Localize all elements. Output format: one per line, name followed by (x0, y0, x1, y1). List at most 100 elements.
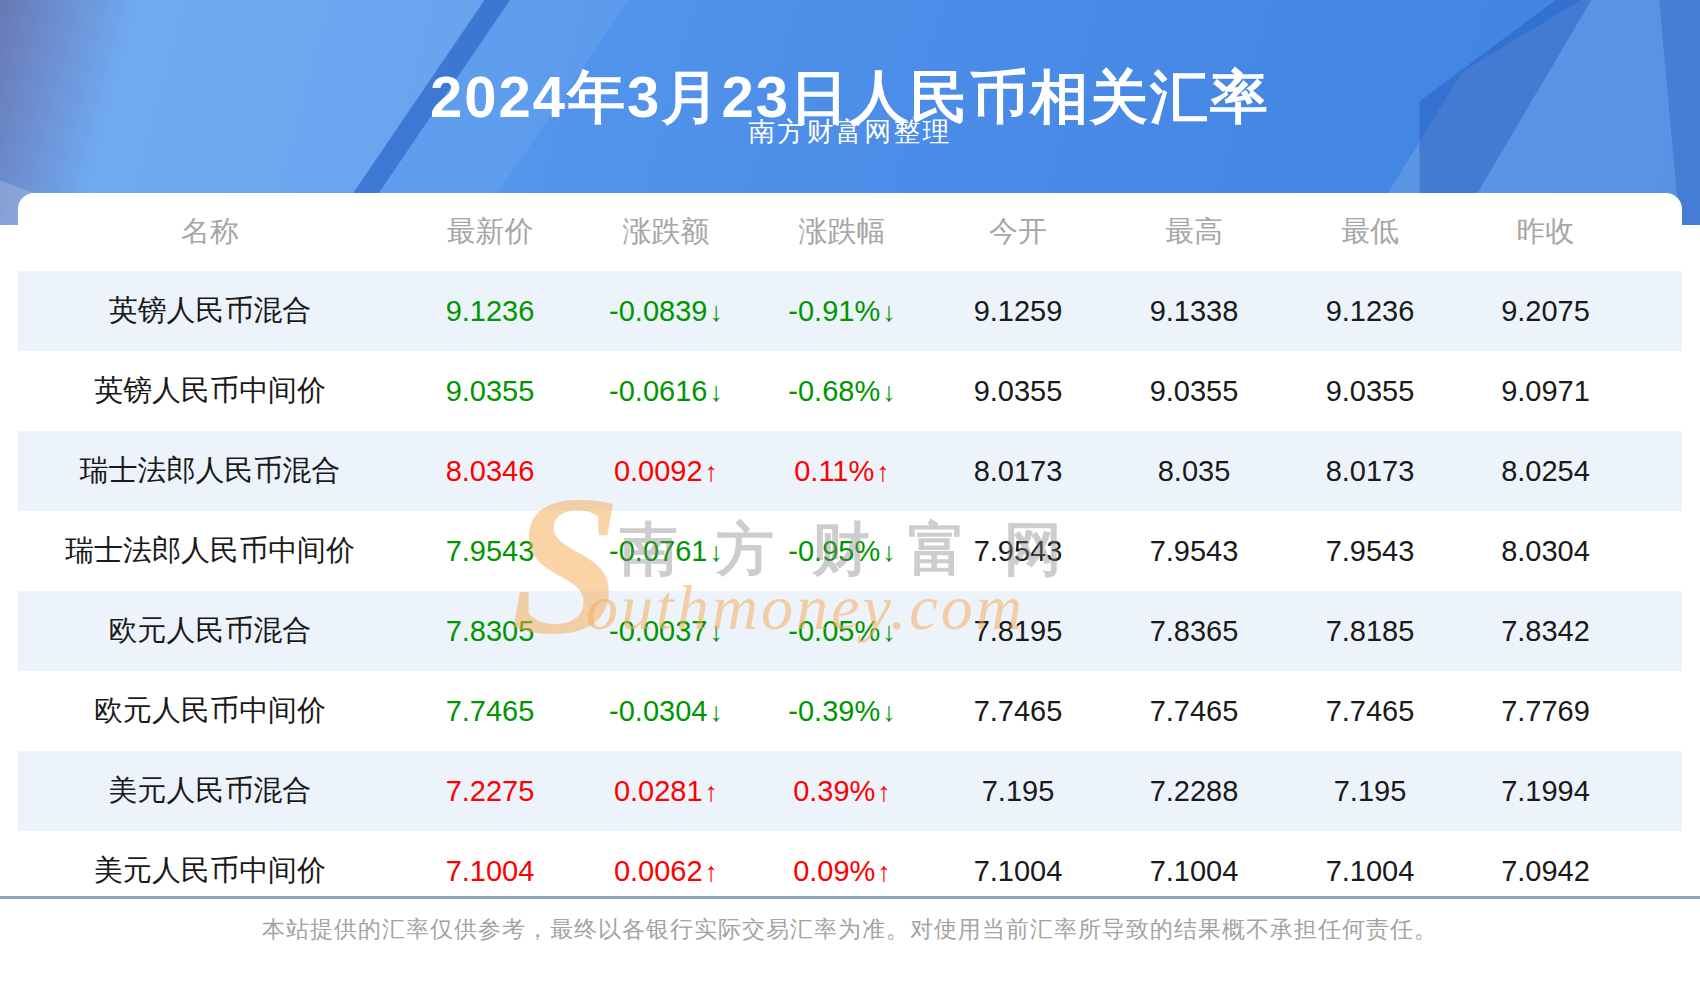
low-cell: 7.9543 (1282, 511, 1458, 591)
table-row: 英镑人民币混合9.1236-0.0839↓-0.91%↓9.12599.1338… (18, 271, 1682, 351)
table-row: 英镑人民币中间价9.0355-0.0616↓-0.68%↓9.03559.035… (18, 351, 1682, 431)
table-row: 美元人民币中间价7.10040.0062↑0.09%↑7.10047.10047… (18, 831, 1682, 893)
open-cell: 9.1259 (930, 271, 1106, 351)
open-cell: 7.195 (930, 751, 1106, 831)
open-cell: 7.9543 (930, 511, 1106, 591)
change-pct-cell: -0.68%↓ (754, 351, 930, 431)
name-cell: 美元人民币混合 (18, 751, 402, 831)
trend-arrow-icon: ↓ (709, 617, 723, 647)
prev-close-cell: 7.1994 (1458, 751, 1682, 831)
change-value: 0.0281 (614, 775, 703, 807)
change-cell: -0.0304↓ (578, 671, 754, 751)
name-cell: 欧元人民币中间价 (18, 671, 402, 751)
change-value: -0.0304 (609, 695, 707, 727)
change-cell: 0.0092↑ (578, 431, 754, 511)
low-cell: 7.7465 (1282, 671, 1458, 751)
change-value: -0.0616 (609, 375, 707, 407)
change-cell: -0.0037↓ (578, 591, 754, 671)
table-row: 欧元人民币混合7.8305-0.0037↓-0.05%↓7.81957.8365… (18, 591, 1682, 671)
footer-divider (0, 896, 1700, 899)
trend-arrow-icon: ↓ (709, 537, 723, 567)
trend-arrow-icon: ↑ (876, 457, 890, 487)
high-cell: 7.2288 (1106, 751, 1282, 831)
name-cell: 欧元人民币混合 (18, 591, 402, 671)
prev-close-cell: 7.8342 (1458, 591, 1682, 671)
prev-close-cell: 9.0971 (1458, 351, 1682, 431)
high-cell: 7.9543 (1106, 511, 1282, 591)
rates-table: 名称 最新价 涨跌额 涨跌幅 今开 最高 最低 昨收 英镑人民币混合9.1236… (18, 193, 1682, 893)
open-cell: 7.1004 (930, 831, 1106, 893)
latest-price-cell: 9.1236 (402, 271, 578, 351)
name-cell: 英镑人民币混合 (18, 271, 402, 351)
col-header-name: 名称 (18, 193, 402, 271)
change-pct-value: -0.91% (788, 295, 880, 327)
rates-tbody: 英镑人民币混合9.1236-0.0839↓-0.91%↓9.12599.1338… (18, 271, 1682, 893)
change-cell: 0.0062↑ (578, 831, 754, 893)
table-header-row: 名称 最新价 涨跌额 涨跌幅 今开 最高 最低 昨收 (18, 193, 1682, 271)
open-cell: 7.7465 (930, 671, 1106, 751)
change-pct-cell: -0.91%↓ (754, 271, 930, 351)
low-cell: 8.0173 (1282, 431, 1458, 511)
footer-disclaimer: 本站提供的汇率仅供参考，最终以各银行实际交易汇率为准。对使用当前汇率所导致的结果… (0, 914, 1700, 945)
high-cell: 8.035 (1106, 431, 1282, 511)
low-cell: 7.195 (1282, 751, 1458, 831)
low-cell: 9.0355 (1282, 351, 1458, 431)
change-value: -0.0037 (609, 615, 707, 647)
open-cell: 9.0355 (930, 351, 1106, 431)
change-pct-value: 0.11% (794, 455, 874, 487)
latest-price-cell: 8.0346 (402, 431, 578, 511)
high-cell: 9.1338 (1106, 271, 1282, 351)
open-cell: 8.0173 (930, 431, 1106, 511)
trend-arrow-icon: ↓ (882, 617, 896, 647)
trend-arrow-icon: ↑ (705, 857, 719, 887)
change-pct-value: -0.39% (788, 695, 880, 727)
table-row: 欧元人民币中间价7.7465-0.0304↓-0.39%↓7.74657.746… (18, 671, 1682, 751)
prev-close-cell: 9.2075 (1458, 271, 1682, 351)
table-row: 瑞士法郎人民币中间价7.9543-0.0761↓-0.95%↓7.95437.9… (18, 511, 1682, 591)
rates-table-card: 名称 最新价 涨跌额 涨跌幅 今开 最高 最低 昨收 英镑人民币混合9.1236… (18, 193, 1682, 893)
col-header-change: 涨跌额 (578, 193, 754, 271)
change-pct-value: 0.39% (793, 775, 875, 807)
trend-arrow-icon: ↑ (877, 777, 891, 807)
page: 2024年3月23日人民币相关汇率 南方财富网整理 名称 最新价 涨跌额 涨跌幅… (0, 0, 1700, 1000)
change-value: -0.0761 (609, 535, 707, 567)
change-cell: -0.0839↓ (578, 271, 754, 351)
prev-close-cell: 7.0942 (1458, 831, 1682, 893)
change-cell: -0.0761↓ (578, 511, 754, 591)
latest-price-cell: 7.8305 (402, 591, 578, 671)
change-cell: 0.0281↑ (578, 751, 754, 831)
trend-arrow-icon: ↓ (882, 377, 896, 407)
prev-close-cell: 8.0254 (1458, 431, 1682, 511)
prev-close-cell: 7.7769 (1458, 671, 1682, 751)
col-header-prev-close: 昨收 (1458, 193, 1682, 271)
change-pct-cell: 0.11%↑ (754, 431, 930, 511)
low-cell: 7.1004 (1282, 831, 1458, 893)
low-cell: 7.8185 (1282, 591, 1458, 671)
change-cell: -0.0616↓ (578, 351, 754, 431)
trend-arrow-icon: ↓ (709, 697, 723, 727)
trend-arrow-icon: ↑ (705, 777, 719, 807)
trend-arrow-icon: ↑ (705, 457, 719, 487)
col-header-latest: 最新价 (402, 193, 578, 271)
name-cell: 瑞士法郎人民币混合 (18, 431, 402, 511)
trend-arrow-icon: ↓ (882, 297, 896, 327)
high-cell: 7.8365 (1106, 591, 1282, 671)
trend-arrow-icon: ↓ (709, 297, 723, 327)
change-value: 0.0062 (614, 855, 703, 887)
trend-arrow-icon: ↓ (882, 697, 896, 727)
col-header-change-pct: 涨跌幅 (754, 193, 930, 271)
high-cell: 9.0355 (1106, 351, 1282, 431)
latest-price-cell: 7.7465 (402, 671, 578, 751)
latest-price-cell: 7.9543 (402, 511, 578, 591)
col-header-low: 最低 (1282, 193, 1458, 271)
low-cell: 9.1236 (1282, 271, 1458, 351)
change-pct-value: -0.95% (788, 535, 880, 567)
page-subtitle: 南方财富网整理 (0, 114, 1700, 150)
name-cell: 瑞士法郎人民币中间价 (18, 511, 402, 591)
col-header-high: 最高 (1106, 193, 1282, 271)
change-pct-value: -0.05% (788, 615, 880, 647)
table-row: 瑞士法郎人民币混合8.03460.0092↑0.11%↑8.01738.0358… (18, 431, 1682, 511)
name-cell: 美元人民币中间价 (18, 831, 402, 893)
trend-arrow-icon: ↑ (877, 857, 891, 887)
trend-arrow-icon: ↓ (709, 377, 723, 407)
